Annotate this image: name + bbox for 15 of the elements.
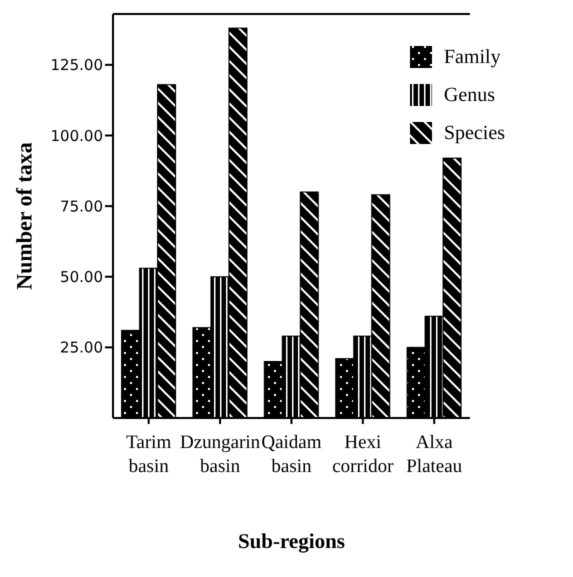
- legend-label: Genus: [444, 84, 496, 106]
- y-axis-title: Number of taxa: [12, 142, 36, 290]
- y-tick-label: 25.00: [60, 338, 103, 357]
- y-tick-label: 100.00: [50, 126, 103, 145]
- x-tick-label: Hexi corridor: [332, 432, 394, 477]
- x-axis-title: Sub-regions: [238, 529, 345, 553]
- y-tick-label: 50.00: [60, 268, 103, 286]
- y-tick-label: 75.00: [60, 197, 103, 216]
- x-tick-label: Qaidam basin: [261, 432, 322, 477]
- x-tick-label: Tarim basin: [126, 432, 172, 477]
- x-tick-label: Dzungarin basin: [180, 432, 261, 477]
- legend-label: Species: [444, 122, 505, 144]
- legend-label: Family: [444, 46, 501, 68]
- y-tick-label: 125.00: [50, 56, 103, 74]
- x-tick-label: Alxa Plateau: [406, 432, 463, 477]
